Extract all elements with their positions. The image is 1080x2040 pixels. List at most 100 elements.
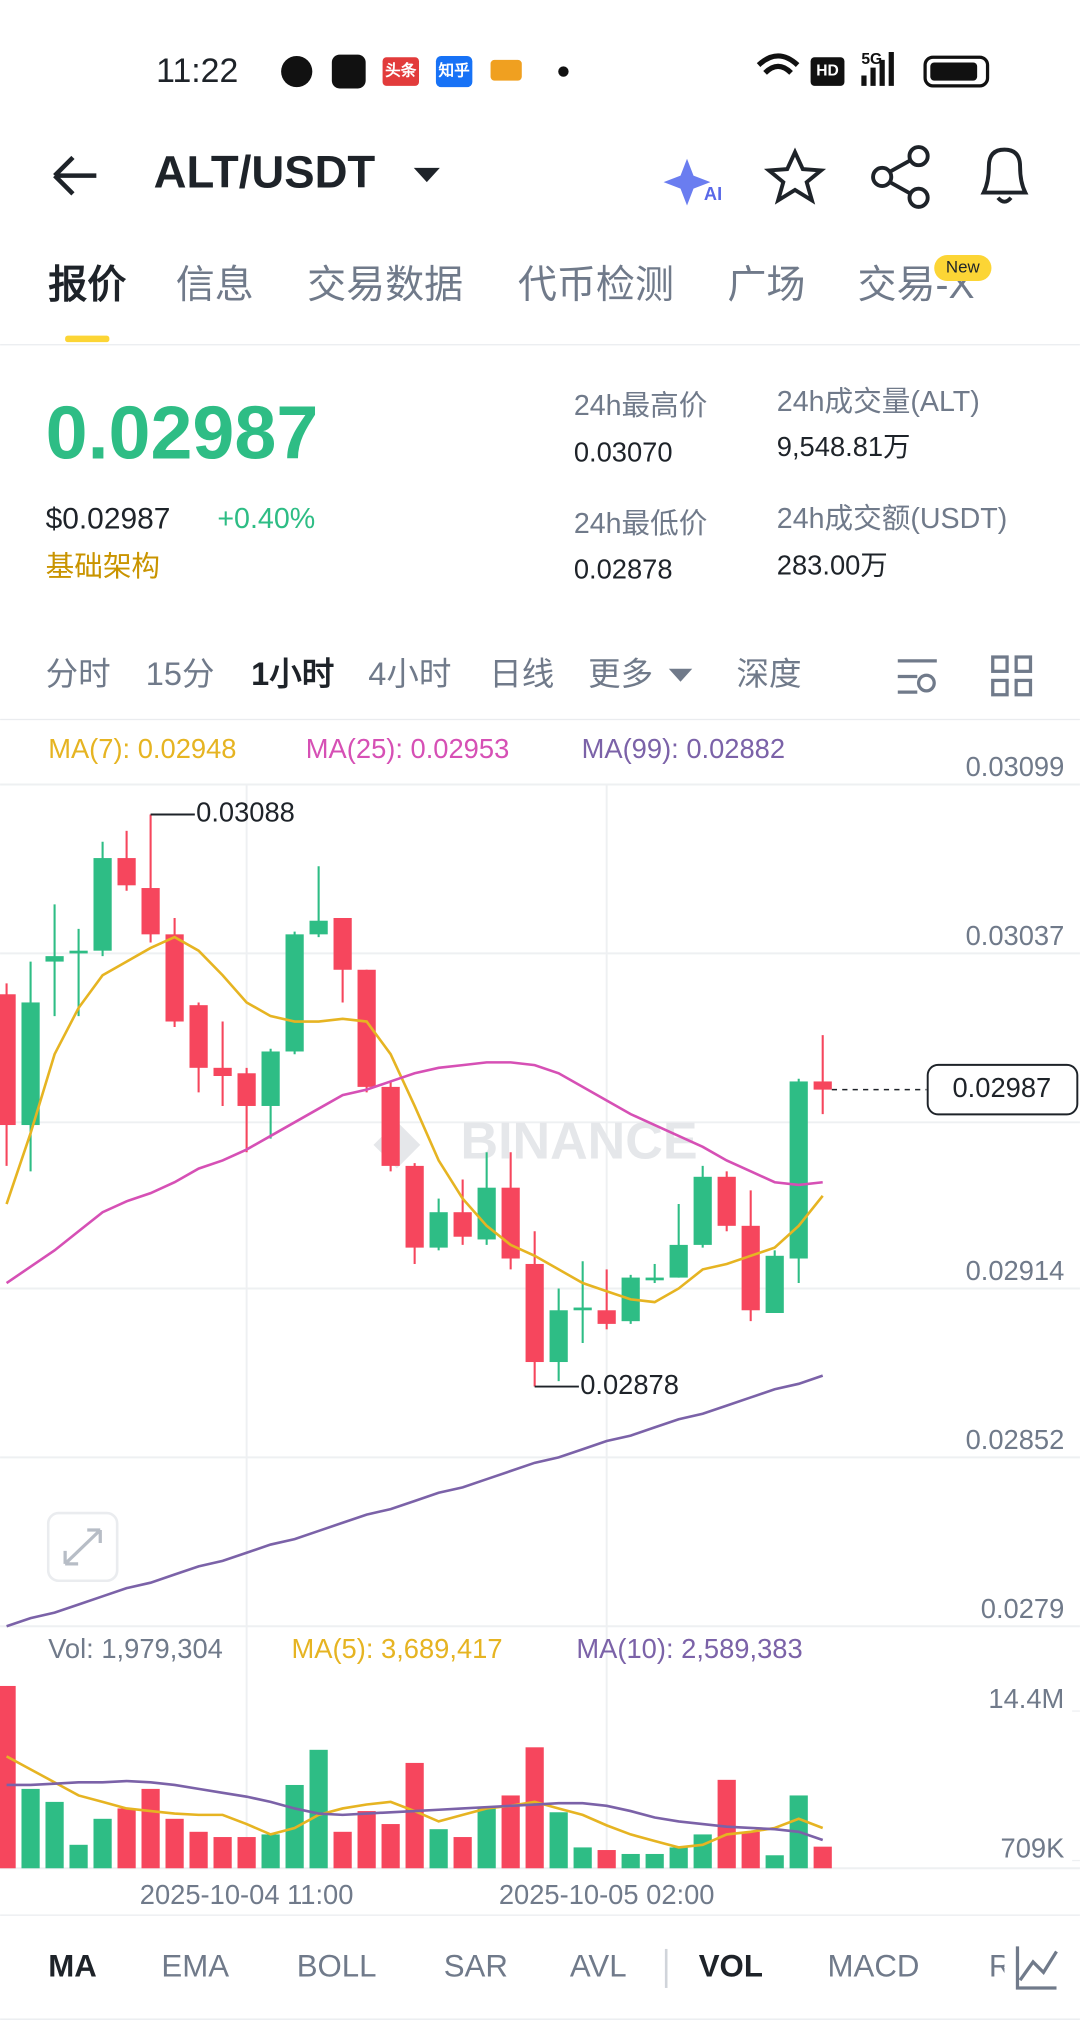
candle-body bbox=[789, 1081, 808, 1259]
status-icon-label: 5G bbox=[861, 51, 882, 68]
candle-body bbox=[765, 1255, 784, 1313]
stat-label: 24h成交量(ALT) bbox=[777, 386, 980, 418]
indicator-tab[interactable]: BOLL bbox=[297, 1949, 377, 1984]
tab[interactable]: 代币检测 bbox=[518, 264, 674, 307]
tab[interactable]: 信息 bbox=[176, 264, 254, 307]
volume-bar bbox=[429, 1829, 448, 1869]
indicator-tab[interactable]: EMA bbox=[161, 1949, 229, 1984]
candle-body bbox=[381, 1086, 400, 1166]
tab-indicator bbox=[65, 335, 110, 343]
hd-icon bbox=[810, 57, 845, 86]
volume-legend: Vol: 1,979,304 bbox=[48, 1633, 223, 1664]
layout-button[interactable] bbox=[991, 655, 1033, 697]
stat-label: 24h最低价 bbox=[574, 508, 708, 540]
price-change: +0.40% bbox=[217, 503, 315, 535]
candle-body bbox=[261, 1051, 280, 1106]
new-badge-text: New bbox=[946, 257, 981, 276]
y-tick-label: 14.4M bbox=[988, 1683, 1064, 1714]
volume-bar bbox=[213, 1837, 232, 1869]
volume-bar bbox=[357, 1811, 376, 1869]
candle-body bbox=[525, 1263, 544, 1363]
ma-line bbox=[5, 935, 824, 1304]
volume-bar bbox=[813, 1846, 832, 1869]
candle-body bbox=[93, 858, 112, 951]
volume-bar bbox=[381, 1824, 400, 1869]
candle-body bbox=[429, 1212, 448, 1248]
candle-body bbox=[645, 1277, 664, 1281]
candle-body bbox=[597, 1310, 616, 1324]
candle-body bbox=[141, 888, 160, 935]
more-dropdown[interactable] bbox=[668, 668, 693, 682]
volume-bar bbox=[477, 1808, 496, 1869]
candle-body bbox=[741, 1225, 760, 1311]
indicator-tab[interactable]: SAR bbox=[444, 1949, 508, 1984]
interval-tab[interactable]: 15分 bbox=[146, 656, 215, 692]
candle-body bbox=[357, 969, 376, 1087]
last-price-box bbox=[926, 1063, 1079, 1116]
volume-bar bbox=[693, 1834, 712, 1869]
app-icon bbox=[435, 55, 473, 88]
candle-body bbox=[453, 1212, 472, 1237]
battery bbox=[923, 55, 990, 88]
candle-body bbox=[717, 1176, 736, 1226]
pair-title[interactable]: ALT/USDT bbox=[154, 147, 376, 198]
indicator-tab[interactable]: AVL bbox=[570, 1949, 627, 1984]
volume-bar bbox=[189, 1831, 208, 1869]
interval-tab[interactable]: 日线 bbox=[489, 656, 554, 692]
tab[interactable]: 交易数据 bbox=[307, 264, 463, 307]
wifi-icon bbox=[756, 53, 800, 75]
volume-bar bbox=[501, 1795, 520, 1869]
interval-tab[interactable]: 分时 bbox=[46, 656, 111, 692]
candle-body bbox=[477, 1187, 496, 1240]
share-button[interactable] bbox=[871, 145, 930, 209]
ma-line bbox=[6, 1374, 824, 1628]
annotation-label: 0.03088 bbox=[196, 797, 295, 828]
volume-bar bbox=[165, 1818, 184, 1869]
y-tick-label: 0.03099 bbox=[966, 751, 1065, 782]
volume-bar bbox=[525, 1747, 544, 1869]
category-tag[interactable]: 基础架构 bbox=[46, 551, 160, 583]
usd-price: $0.02987 bbox=[46, 502, 171, 535]
tab[interactable]: 报价 bbox=[48, 264, 126, 307]
interval-tab[interactable]: 4小时 bbox=[368, 656, 451, 692]
volume-bar bbox=[453, 1837, 472, 1869]
stat-value: 283.00万 bbox=[777, 549, 888, 580]
app-icon bbox=[281, 55, 313, 88]
alert-button[interactable] bbox=[980, 147, 1029, 204]
candle-body bbox=[45, 956, 64, 962]
status-icon-label: 知乎 bbox=[439, 61, 471, 80]
tab[interactable]: 广场 bbox=[727, 264, 805, 307]
volume-bar bbox=[597, 1850, 616, 1869]
candle-body bbox=[333, 917, 352, 970]
favorite-button[interactable] bbox=[763, 147, 827, 205]
candle-body bbox=[813, 1081, 832, 1090]
legend-entry: MA(25): 0.02953 bbox=[306, 733, 509, 764]
indicator-tab[interactable]: MA bbox=[48, 1949, 97, 1984]
ai-icon[interactable] bbox=[663, 158, 711, 206]
y-tick-label: 0.02852 bbox=[966, 1424, 1065, 1455]
volume-bar bbox=[93, 1818, 112, 1869]
indicator-tab[interactable]: VOL bbox=[699, 1949, 763, 1984]
indicator-tab[interactable]: MACD bbox=[828, 1949, 920, 1984]
interval-tab[interactable]: 深度 bbox=[736, 656, 801, 692]
volume-bar bbox=[237, 1837, 256, 1869]
indicator-settings[interactable] bbox=[1015, 1946, 1058, 1990]
interval-tab[interactable]: 更多 bbox=[588, 656, 653, 692]
candle-body bbox=[21, 1002, 40, 1126]
app-icon bbox=[331, 54, 366, 89]
chart-settings[interactable] bbox=[897, 659, 937, 694]
x-tick-label: 2025-10-05 02:00 bbox=[499, 1879, 715, 1910]
interval-tab[interactable]: 1小时 bbox=[251, 656, 334, 692]
candle-body bbox=[69, 950, 88, 954]
pair-dropdown[interactable] bbox=[413, 167, 440, 183]
signal-icon bbox=[861, 52, 894, 86]
back-button[interactable] bbox=[53, 155, 97, 196]
candle-body bbox=[309, 920, 328, 935]
y-tick-label: 0.0279 bbox=[981, 1593, 1065, 1624]
volume-bar bbox=[141, 1788, 160, 1869]
ai-label: AI bbox=[704, 184, 722, 204]
legend-entry: MA(5): 3,689,417 bbox=[292, 1633, 503, 1664]
volume-bar bbox=[573, 1847, 592, 1869]
volume-bar bbox=[117, 1808, 136, 1869]
